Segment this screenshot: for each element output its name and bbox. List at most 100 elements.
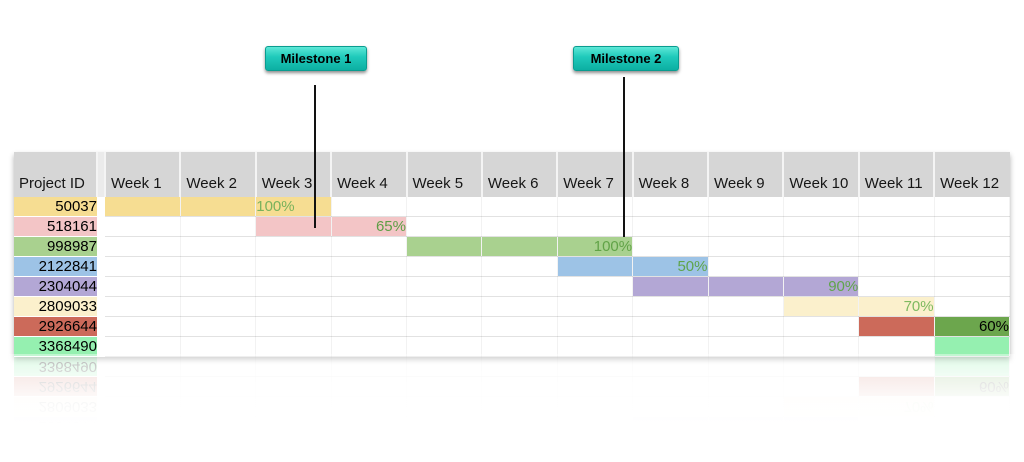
week-cell[interactable] (934, 256, 1011, 277)
project-id-cell[interactable]: 518161 (14, 216, 97, 237)
project-id-cell[interactable]: 3368490 (14, 336, 97, 357)
gantt-bar-progress-cell[interactable]: 100% (557, 236, 634, 257)
week-cell[interactable] (934, 276, 1011, 297)
week-cell[interactable] (934, 216, 1011, 237)
week-cell[interactable] (331, 336, 408, 357)
week-cell[interactable] (406, 216, 483, 237)
week-cell[interactable] (180, 256, 257, 277)
week-cell[interactable] (783, 236, 860, 257)
column-header-week-1[interactable]: Week 1 (103, 152, 181, 197)
column-header-week-6[interactable]: Week 6 (480, 152, 558, 197)
week-cell[interactable] (406, 256, 483, 277)
week-cell[interactable] (105, 236, 181, 257)
gantt-bar-cell[interactable] (708, 276, 784, 297)
milestone-2-badge[interactable]: Milestone 2 (573, 46, 679, 71)
week-cell[interactable] (481, 256, 558, 277)
week-cell[interactable] (180, 336, 257, 357)
week-cell[interactable] (481, 296, 558, 317)
week-cell[interactable] (934, 236, 1011, 257)
week-cell[interactable] (406, 276, 483, 297)
week-cell[interactable] (783, 256, 860, 277)
week-cell[interactable] (632, 296, 709, 317)
gantt-bar-cell[interactable] (481, 236, 558, 257)
week-cell[interactable] (708, 236, 784, 257)
week-cell[interactable] (557, 197, 634, 217)
week-cell[interactable] (858, 336, 935, 357)
gantt-bar-progress-cell[interactable]: 100% (255, 197, 332, 217)
week-cell[interactable] (481, 316, 558, 337)
gantt-bar-cell[interactable] (255, 216, 332, 237)
project-id-cell[interactable]: 2304044 (14, 276, 97, 297)
week-cell[interactable] (406, 197, 483, 217)
week-cell[interactable] (180, 296, 257, 317)
week-cell[interactable] (331, 197, 408, 217)
week-cell[interactable] (783, 216, 860, 237)
column-header-week-11[interactable]: Week 11 (857, 152, 935, 197)
column-header-week-9[interactable]: Week 9 (706, 152, 784, 197)
week-cell[interactable] (180, 316, 257, 337)
week-cell[interactable] (105, 256, 181, 277)
week-cell[interactable] (255, 236, 332, 257)
project-id-cell[interactable]: 2122841 (14, 256, 97, 277)
gantt-bar-cell[interactable] (934, 336, 1011, 357)
week-cell[interactable] (934, 296, 1011, 317)
week-cell[interactable] (255, 336, 332, 357)
column-header-week-2[interactable]: Week 2 (179, 152, 256, 197)
week-cell[interactable] (180, 216, 257, 237)
week-cell[interactable] (632, 336, 709, 357)
week-cell[interactable] (708, 316, 784, 337)
week-cell[interactable] (105, 216, 181, 237)
week-cell[interactable] (105, 296, 181, 317)
column-header-week-8[interactable]: Week 8 (631, 152, 708, 197)
gantt-bar-cell[interactable] (783, 296, 860, 317)
week-cell[interactable] (858, 236, 935, 257)
week-cell[interactable] (406, 336, 483, 357)
week-cell[interactable] (708, 216, 784, 237)
gantt-bar-progress-cell[interactable]: 60% (934, 316, 1011, 337)
week-cell[interactable] (632, 316, 709, 337)
week-cell[interactable] (105, 316, 181, 337)
gantt-bar-progress-cell[interactable]: 50% (632, 256, 709, 277)
gantt-bar-progress-cell[interactable]: 70% (858, 296, 935, 317)
week-cell[interactable] (632, 236, 709, 257)
week-cell[interactable] (331, 236, 408, 257)
week-cell[interactable] (632, 216, 709, 237)
week-cell[interactable] (255, 276, 332, 297)
week-cell[interactable] (406, 296, 483, 317)
week-cell[interactable] (105, 336, 181, 357)
week-cell[interactable] (708, 197, 784, 217)
week-cell[interactable] (783, 336, 860, 357)
week-cell[interactable] (557, 316, 634, 337)
week-cell[interactable] (557, 276, 634, 297)
project-id-cell[interactable]: 50037 (14, 197, 97, 217)
week-cell[interactable] (708, 256, 784, 277)
week-cell[interactable] (858, 256, 935, 277)
gantt-bar-cell[interactable] (858, 316, 935, 337)
week-cell[interactable] (255, 296, 332, 317)
week-cell[interactable] (180, 276, 257, 297)
column-header-week-10[interactable]: Week 10 (782, 152, 859, 197)
column-header-project-id[interactable]: Project ID (14, 152, 97, 197)
column-header-week-7[interactable]: Week 7 (556, 152, 633, 197)
gantt-bar-progress-cell[interactable]: 65% (331, 216, 408, 237)
week-cell[interactable] (557, 296, 634, 317)
week-cell[interactable] (481, 197, 558, 217)
gantt-bar-cell[interactable] (632, 276, 709, 297)
week-cell[interactable] (708, 336, 784, 357)
gantt-bar-cell[interactable] (105, 197, 181, 217)
project-id-cell[interactable]: 998987 (14, 236, 97, 257)
week-cell[interactable] (858, 197, 935, 217)
week-cell[interactable] (557, 216, 634, 237)
week-cell[interactable] (632, 197, 709, 217)
column-header-week-5[interactable]: Week 5 (405, 152, 482, 197)
week-cell[interactable] (783, 197, 860, 217)
week-cell[interactable] (180, 236, 257, 257)
week-cell[interactable] (331, 296, 408, 317)
week-cell[interactable] (331, 256, 408, 277)
project-id-cell[interactable]: 2926644 (14, 316, 97, 337)
week-cell[interactable] (105, 276, 181, 297)
project-id-cell[interactable]: 2809033 (14, 296, 97, 317)
week-cell[interactable] (481, 276, 558, 297)
week-cell[interactable] (858, 216, 935, 237)
week-cell[interactable] (331, 316, 408, 337)
